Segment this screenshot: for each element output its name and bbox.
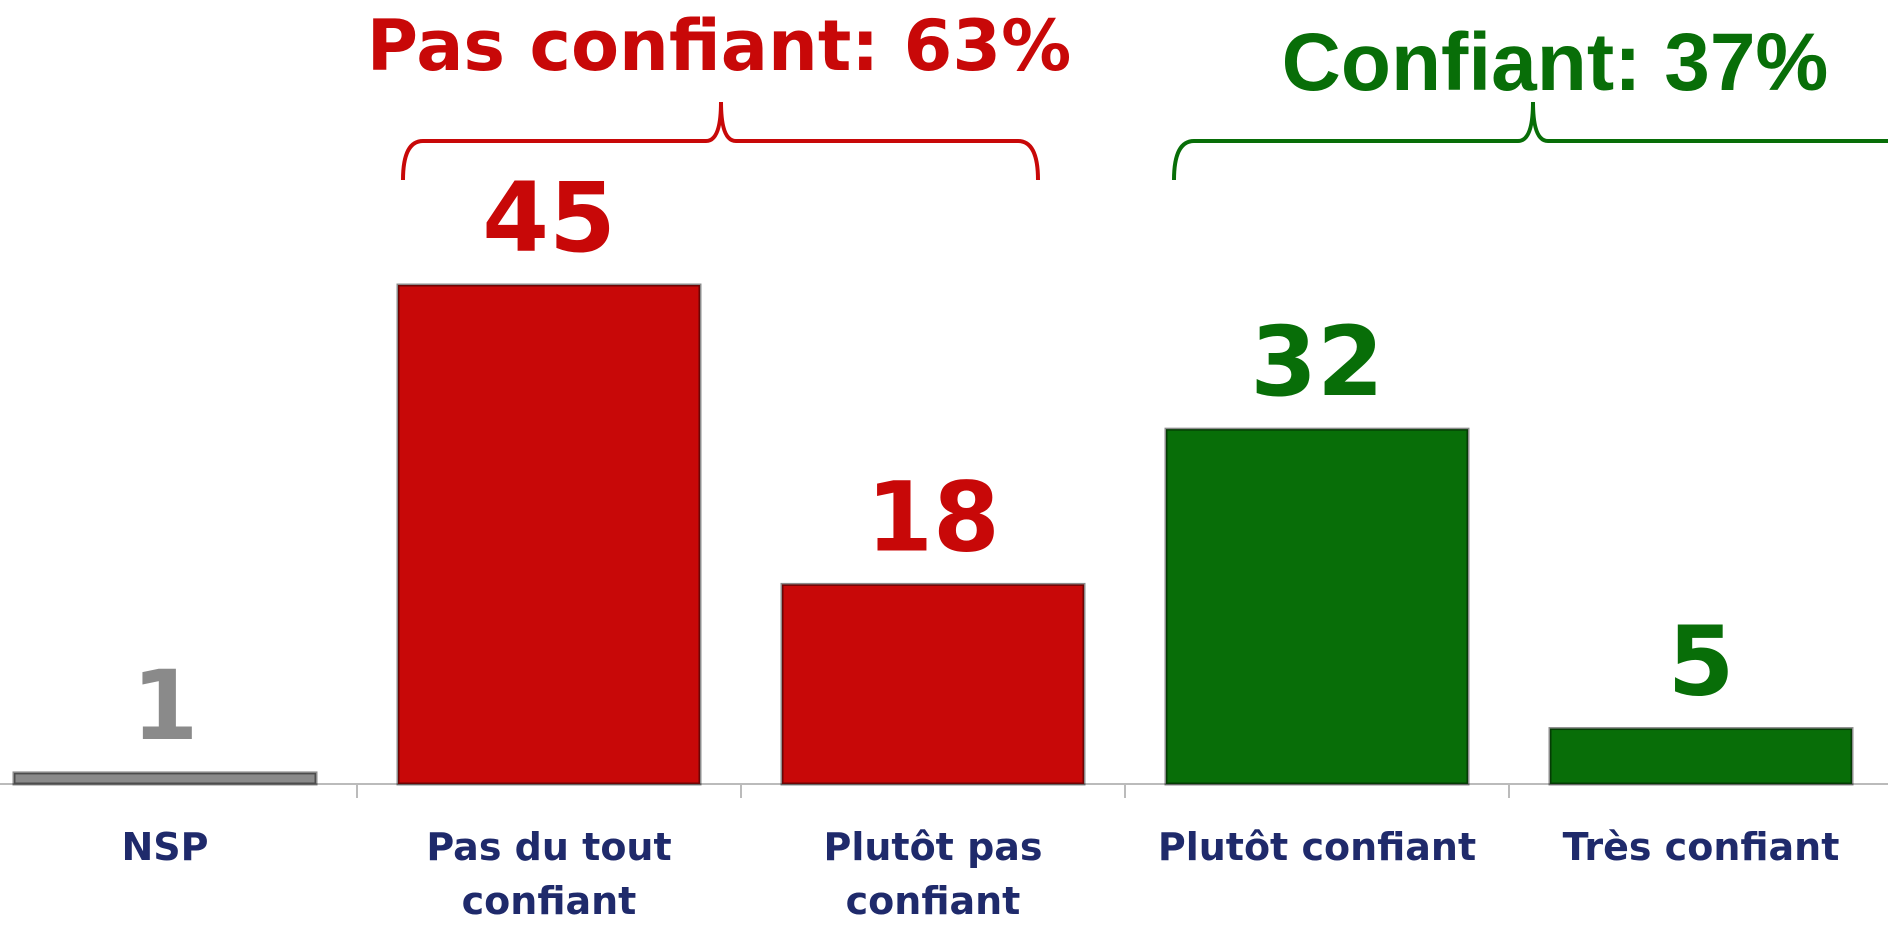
brace [401, 101, 1040, 181]
bar [780, 582, 1086, 786]
value-label: 1 [132, 650, 199, 762]
bar [12, 771, 318, 786]
x-tick-label: Pas du tout confiant [426, 825, 672, 923]
bar [1548, 727, 1854, 786]
x-tick-label: NSP [121, 825, 209, 869]
value-label: 45 [482, 162, 616, 274]
annotation: Pas confiant: 63% [367, 5, 1071, 87]
bar [396, 283, 702, 786]
x-tick-label: Plutôt confiant [1157, 825, 1477, 869]
annotation: Confiant: 37% [1282, 17, 1829, 108]
x-tick-label: Très confiant [1562, 825, 1840, 869]
value-label: 32 [1250, 306, 1384, 418]
value-label: 5 [1668, 606, 1735, 718]
brace [1172, 101, 1888, 181]
x-tick-label: Plutôt pas confiant [823, 825, 1043, 923]
value-label: 18 [866, 461, 1000, 573]
bar [1164, 427, 1470, 786]
